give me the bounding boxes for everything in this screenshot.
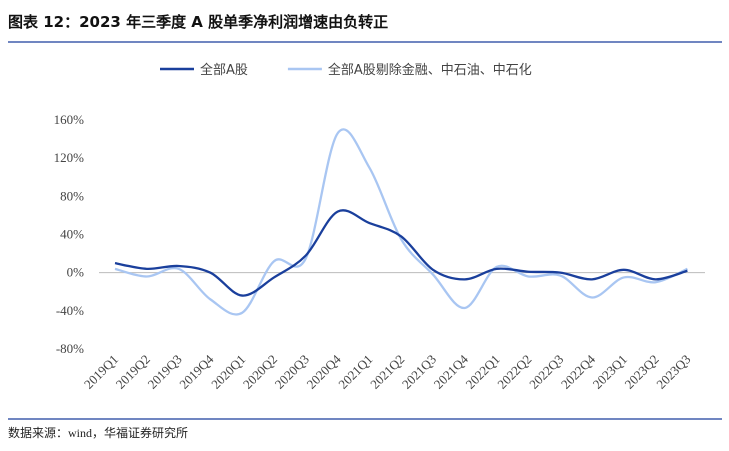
legend-label: 全部A股剔除金融、中石油、中石化 <box>328 62 532 78</box>
y-tick-label: -40% <box>56 303 84 318</box>
series-line <box>114 209 688 297</box>
x-tick-label: 2022Q4 <box>558 351 599 392</box>
x-tick-label: 2020Q1 <box>208 352 248 392</box>
x-tick-label: 2022Q3 <box>526 352 566 392</box>
y-tick-label: 40% <box>60 227 84 242</box>
y-tick-label: 120% <box>54 150 85 165</box>
x-tick-label: 2023Q1 <box>590 352 630 392</box>
x-tick-label: 2020Q3 <box>272 352 312 392</box>
series-line <box>114 128 688 316</box>
y-tick-label: 80% <box>60 188 84 203</box>
x-tick-label: 2021Q3 <box>399 352 439 392</box>
y-tick-label: 0% <box>67 265 85 280</box>
x-tick-label: 2019Q1 <box>81 352 121 392</box>
legend-label: 全部A股 <box>200 62 248 78</box>
x-tick-label: 2022Q1 <box>462 352 502 392</box>
y-tick-label: 160% <box>54 112 85 127</box>
x-tick-label: 2021Q2 <box>367 352 407 392</box>
y-tick-label: -80% <box>56 341 84 356</box>
x-tick-label: 2019Q2 <box>113 352 153 392</box>
x-tick-label: 2020Q4 <box>303 351 344 392</box>
x-tick-label: 2021Q1 <box>335 352 375 392</box>
x-tick-label: 2019Q4 <box>176 351 217 392</box>
x-tick-label: 2020Q2 <box>240 352 280 392</box>
x-tick-label: 2023Q3 <box>653 352 693 392</box>
chart-title: 图表 12：2023 年三季度 A 股单季净利润增速由负转正 <box>8 13 388 31</box>
source: 数据来源：wind，华福证券研究所 <box>8 425 188 440</box>
x-tick-label: 2019Q3 <box>144 352 184 392</box>
x-tick-label: 2023Q2 <box>621 352 661 392</box>
x-tick-label: 2022Q2 <box>494 352 534 392</box>
x-tick-label: 2021Q4 <box>431 351 472 392</box>
